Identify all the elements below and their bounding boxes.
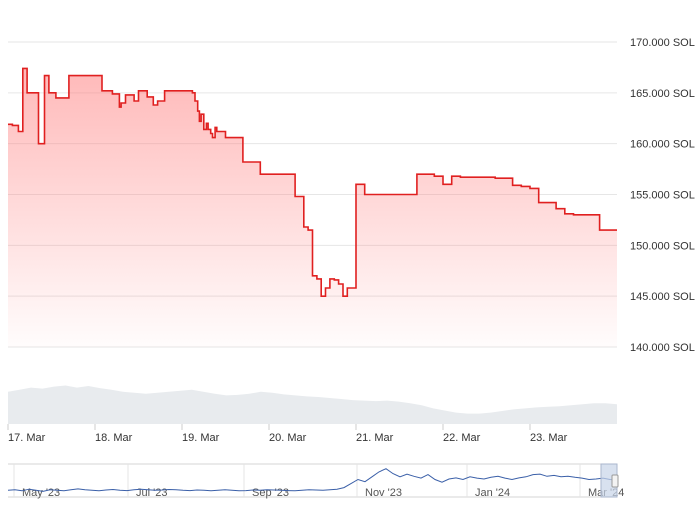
y-tick-label: 140.000 SOL [630,342,695,354]
x-tick-label: 19. Mar [182,432,220,444]
navigator-tick-label: Jan '24 [475,487,510,499]
x-tick-label: 23. Mar [530,432,568,444]
x-tick-label: 20. Mar [269,432,307,444]
y-axis: 170.000 SOL 165.000 SOL 160.000 SOL 155.000… [630,37,695,354]
price-area [8,67,617,348]
x-tick-label: 18. Mar [95,432,133,444]
volume-series [8,385,617,424]
y-tick-label: 145.000 SOL [630,291,695,303]
x-axis: 17. Mar 18. Mar 19. Mar 20. Mar 21. Mar 22. M… [7,424,568,444]
navigator-tick-label: Sep '23 [252,487,289,499]
y-tick-label: 170.000 SOL [630,37,695,49]
price-line [8,67,617,297]
navigator-tick-label: May '23 [22,487,60,499]
y-tick-label: 150.000 SOL [630,240,695,252]
y-tick-label: 165.000 SOL [630,88,695,100]
y-tick-label: 155.000 SOL [630,190,695,202]
navigator-series [7,468,618,492]
x-tick-label: 17. Mar [8,432,46,444]
price-area-fill [8,68,617,348]
navigator-tick-label: Nov '23 [365,487,402,499]
y-tick-label: 160.000 SOL [630,139,695,151]
x-tick-label: 21. Mar [356,432,394,444]
navigator-handle-icon[interactable] [611,474,619,488]
volume-area [8,385,617,424]
x-tick-label: 22. Mar [443,432,481,444]
